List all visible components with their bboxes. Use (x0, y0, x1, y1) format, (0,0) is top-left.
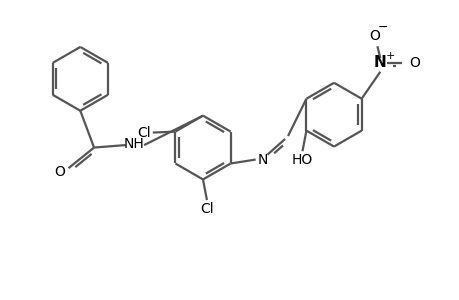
Text: −: − (377, 21, 388, 34)
Text: HO: HO (291, 153, 313, 167)
Text: O: O (368, 29, 379, 44)
Text: O: O (54, 165, 65, 178)
Text: N: N (373, 56, 386, 70)
Text: Cl: Cl (200, 202, 213, 216)
Text: N: N (257, 153, 267, 166)
Text: NH: NH (123, 137, 145, 151)
Text: +: + (385, 51, 394, 61)
Text: O: O (409, 56, 419, 70)
Text: Cl: Cl (137, 126, 151, 140)
